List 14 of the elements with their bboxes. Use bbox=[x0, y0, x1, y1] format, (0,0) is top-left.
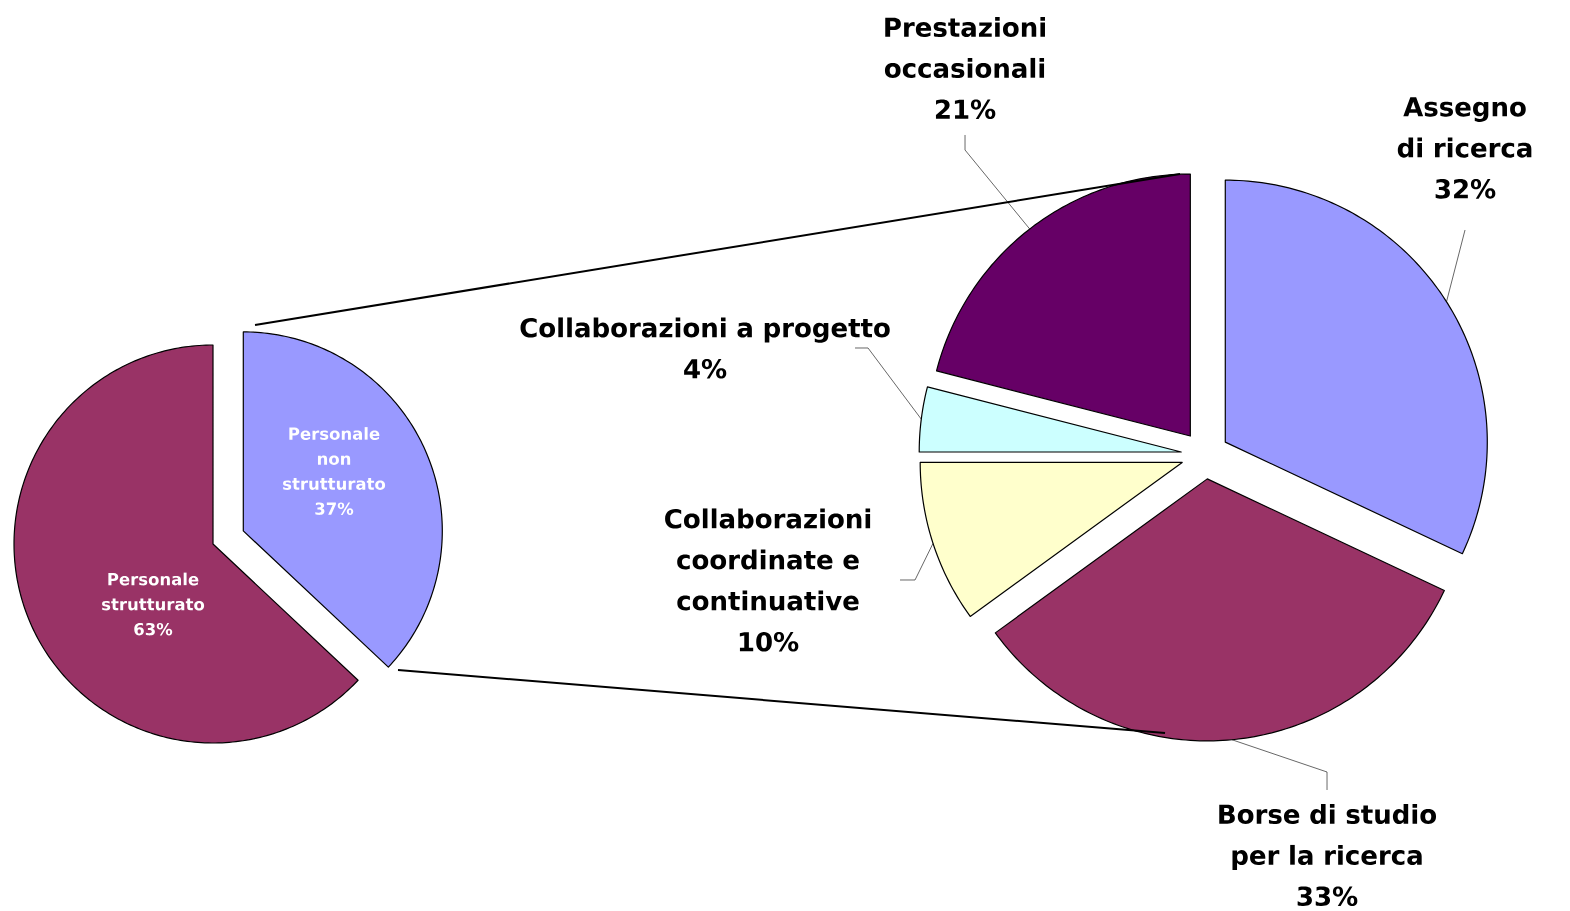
data-label: 32% bbox=[1435, 178, 1496, 199]
data-label: 21% bbox=[935, 99, 996, 120]
data-label: 10% bbox=[739, 631, 799, 652]
data-label: 33% bbox=[1297, 886, 1358, 907]
slice-label: Prestazioni occasionali bbox=[884, 16, 1045, 79]
slice-label: Collaborazioni coordinate e continuative bbox=[665, 508, 871, 611]
legend-label: Borse di studio per la ricerca bbox=[1219, 803, 1437, 871]
slice-label: Personale non strutturato bbox=[283, 427, 386, 490]
slice-label: Personale strutturato bbox=[102, 572, 205, 611]
data-label: 63% bbox=[134, 622, 173, 636]
data-label: 4% bbox=[684, 358, 727, 379]
slice-label: Collaborazioni a progetto bbox=[520, 317, 890, 343]
slice-label: Assegno di ricerca bbox=[1397, 97, 1532, 158]
data-label: 37% bbox=[315, 502, 354, 515]
